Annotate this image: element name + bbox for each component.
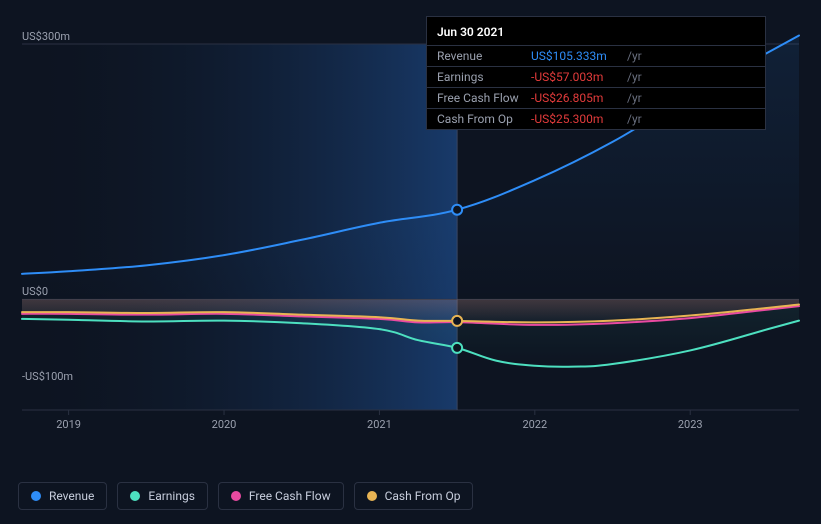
x-tick-label: 2019 — [56, 418, 81, 431]
legend-label: Free Cash Flow — [249, 489, 331, 503]
y-tick-label: US$300m — [22, 30, 70, 43]
marker-cfo — [452, 316, 462, 326]
marker-earnings — [452, 343, 462, 353]
x-tick-label: 2020 — [212, 418, 237, 431]
tooltip-row-label: Revenue — [437, 49, 531, 63]
tooltip-row-label: Free Cash Flow — [437, 91, 531, 105]
legend-swatch — [31, 491, 41, 501]
legend-item[interactable]: Earnings — [117, 482, 208, 510]
legend-item[interactable]: Free Cash Flow — [218, 482, 344, 510]
legend: Revenue Earnings Free Cash Flow Cash From O… — [18, 482, 473, 510]
x-tick-label: 2021 — [367, 418, 392, 431]
legend-swatch — [130, 491, 140, 501]
legend-item[interactable]: Revenue — [18, 482, 107, 510]
tooltip-row-value: -US$57.003m — [531, 70, 627, 84]
y-tick-label: -US$100m — [22, 370, 73, 383]
tooltip-row: Cash From Op-US$25.300m/yr — [427, 108, 765, 129]
tooltip-row-unit: /yr — [627, 70, 642, 84]
marker-revenue — [452, 205, 462, 215]
tooltip-row-label: Cash From Op — [437, 112, 531, 126]
tooltip-row-unit: /yr — [627, 49, 642, 63]
y-tick-label: US$0 — [22, 285, 48, 298]
tooltip-row: Free Cash Flow-US$26.805m/yr — [427, 87, 765, 108]
tooltip-row-unit: /yr — [627, 112, 642, 126]
tooltip-title: Jun 30 2021 — [427, 23, 765, 45]
tooltip-row-unit: /yr — [627, 91, 642, 105]
tooltip-row-value: -US$26.805m — [531, 91, 627, 105]
x-tick-label: 2023 — [678, 418, 703, 431]
legend-label: Cash From Op — [385, 489, 461, 503]
tooltip-row-label: Earnings — [437, 70, 531, 84]
legend-swatch — [231, 491, 241, 501]
x-tick-label: 2022 — [522, 418, 547, 431]
tooltip-row-value: -US$25.300m — [531, 112, 627, 126]
tooltip: Jun 30 2021 RevenueUS$105.333m/yrEarning… — [426, 16, 766, 130]
tooltip-row: Earnings-US$57.003m/yr — [427, 66, 765, 87]
legend-label: Revenue — [49, 489, 94, 503]
legend-label: Earnings — [148, 489, 195, 503]
tooltip-row: RevenueUS$105.333m/yr — [427, 45, 765, 66]
legend-item[interactable]: Cash From Op — [354, 482, 474, 510]
legend-swatch — [367, 491, 377, 501]
tooltip-row-value: US$105.333m — [531, 49, 627, 63]
